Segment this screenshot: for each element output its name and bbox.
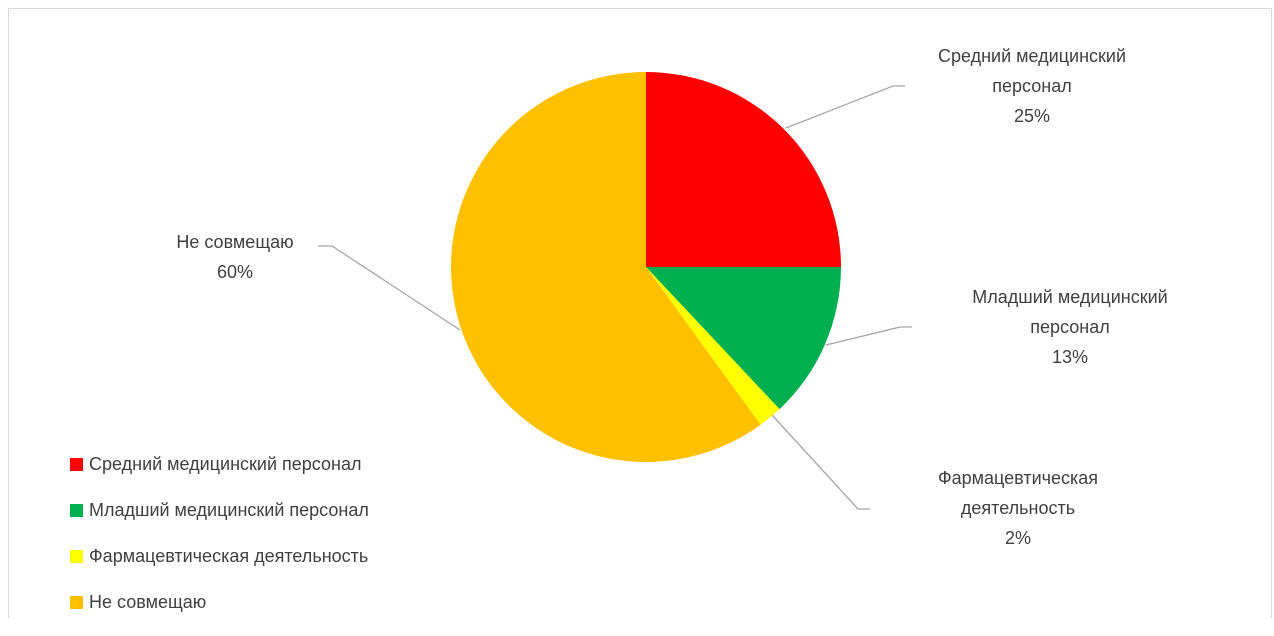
legend-label: Не совмещаю bbox=[89, 591, 207, 612]
pie-slice-2 bbox=[646, 267, 841, 410]
legend-item: Средний медицинский персонал bbox=[70, 452, 369, 476]
leader-line-2 bbox=[825, 326, 912, 346]
legend-swatch bbox=[70, 457, 83, 471]
data-labels: Средний медицинский персонал 25% Младший ме… bbox=[176, 46, 1167, 548]
legend-swatch bbox=[70, 549, 83, 563]
data-label-line: Не совмещаю bbox=[176, 232, 293, 252]
legend-item: Фармацевтическая деятельность bbox=[70, 544, 369, 568]
data-label-line: Средний медицинский bbox=[938, 46, 1126, 66]
chart-area bbox=[8, 8, 1272, 618]
pie-slice-4 bbox=[450, 72, 761, 462]
legend: Средний медицинский персонал Младший меди… bbox=[70, 452, 369, 636]
legend-item: Младший медицинский персонал bbox=[70, 498, 369, 522]
pie-slice-1 bbox=[646, 72, 841, 267]
leader-line-3 bbox=[771, 414, 870, 510]
legend-swatch bbox=[70, 503, 83, 517]
data-label-line: 25% bbox=[1014, 106, 1050, 126]
data-label-line: 60% bbox=[217, 262, 253, 282]
legend-label: Средний медицинский персонал bbox=[89, 453, 362, 474]
legend-label: Младший медицинский персонал bbox=[89, 499, 369, 520]
legend-swatch bbox=[70, 595, 83, 609]
data-label-line: персонал bbox=[992, 76, 1071, 96]
data-label-line: 13% bbox=[1052, 347, 1088, 367]
leader-line-4 bbox=[318, 245, 461, 331]
data-label-2: Младший медицинский персонал 13% bbox=[972, 287, 1167, 367]
leader-lines bbox=[318, 85, 912, 510]
data-label-line: Младший медицинский bbox=[972, 287, 1167, 307]
data-label-line: персонал bbox=[1030, 317, 1109, 337]
pie-slice-3 bbox=[646, 267, 780, 425]
data-label-line: 2% bbox=[1005, 528, 1031, 548]
data-label-4: Не совмещаю 60% bbox=[176, 232, 293, 282]
pie-slices bbox=[450, 72, 841, 462]
leader-line-1 bbox=[785, 85, 905, 129]
pie-chart: Средний медицинский персонал 25% Младший ме… bbox=[176, 46, 1167, 548]
data-label-1: Средний медицинский персонал 25% bbox=[938, 46, 1126, 126]
legend-label: Фармацевтическая деятельность bbox=[89, 545, 369, 566]
legend-item: Не совмещаю bbox=[70, 590, 369, 614]
data-label-3: Фармацевтическая деятельность 2% bbox=[938, 468, 1098, 548]
data-label-line: деятельность bbox=[961, 498, 1075, 518]
data-label-line: Фармацевтическая bbox=[938, 468, 1098, 488]
